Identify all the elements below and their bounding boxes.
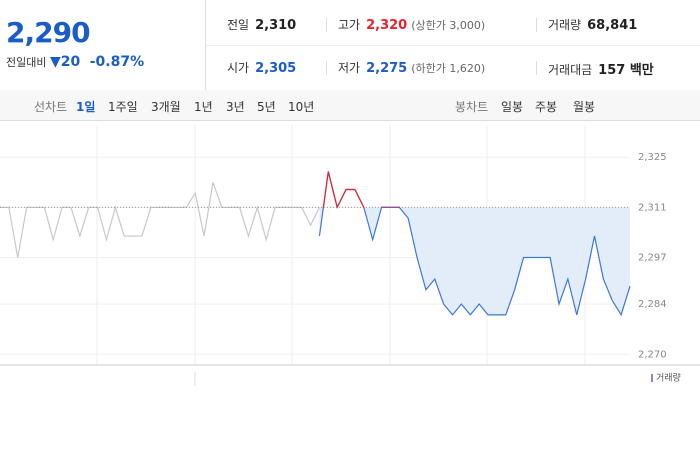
stat-value: 2,305 xyxy=(255,61,297,76)
separator xyxy=(326,18,327,32)
tab[interactable]: 1일 xyxy=(76,100,96,114)
separator xyxy=(326,61,327,75)
y-tick-label: 2,311 xyxy=(638,202,667,213)
tab[interactable]: 주봉 xyxy=(535,100,558,114)
price-line xyxy=(318,171,631,317)
price-line xyxy=(0,182,320,258)
quote-header: 2,290 전일대비 ▼20 -0.87% 전일 2,310 고가 2,320 (상한… xyxy=(0,0,700,91)
legend-label: 거래량 xyxy=(656,372,681,384)
stat-label: 전일 xyxy=(227,18,250,32)
tab-group-label: 선차트 xyxy=(34,100,68,114)
tab[interactable]: 10년 xyxy=(288,100,315,114)
area-fill xyxy=(319,207,630,315)
stat-note: (하한가 1,620) xyxy=(411,62,486,75)
stat-label: 거래량 xyxy=(548,18,582,32)
tab[interactable]: 3개월 xyxy=(151,100,181,114)
stat-value: 2,320 xyxy=(366,18,408,33)
y-tick-label: 2,297 xyxy=(638,253,667,264)
separator xyxy=(536,18,537,32)
separator xyxy=(536,61,537,75)
legend-swatch xyxy=(651,374,653,382)
stat: 거래량 68,841 xyxy=(548,16,637,33)
change-rate: -0.87% xyxy=(89,54,145,70)
tab[interactable]: 3년 xyxy=(226,100,245,114)
tab[interactable]: 1년 xyxy=(194,100,213,114)
stat-value: 68,841 xyxy=(587,18,638,33)
tab-group-label: 봉차트 xyxy=(455,100,489,114)
stat-label: 저가 xyxy=(338,61,361,75)
stat-value: 2,275 xyxy=(366,61,408,76)
stat-label: 시가 xyxy=(227,61,250,75)
period-tabs: 선차트 봉차트 1일 1주일 3개월 1년 3년 5년 10년 일봉 주봉 월봉 xyxy=(0,90,700,121)
stat: 저가 2,275 (하한가 1,620) xyxy=(338,59,485,76)
stat: 시가 2,305 xyxy=(227,59,296,76)
change-value: ▼20 xyxy=(49,54,81,70)
change-label: 전일대비 xyxy=(6,56,47,69)
stat-note: (상한가 3,000) xyxy=(411,19,486,32)
change: 전일대비 ▼20 -0.87% xyxy=(6,54,144,70)
stat: 전일 2,310 xyxy=(227,16,296,33)
tab[interactable]: 일봉 xyxy=(501,100,524,114)
y-tick-label: 2,270 xyxy=(638,349,667,360)
price: 2,290 xyxy=(6,16,91,49)
stat-value: 2,310 xyxy=(255,18,297,33)
stat: 거래대금 157 백만 xyxy=(548,59,654,78)
price-box: 2,290 전일대비 ▼20 -0.87% xyxy=(0,0,206,90)
change-amount: 20 xyxy=(60,54,81,70)
stat-value: 157 백만 xyxy=(598,63,654,78)
row-divider xyxy=(206,45,700,46)
stat-label: 거래대금 xyxy=(548,63,593,77)
stat-label: 고가 xyxy=(338,18,361,32)
tab[interactable]: 월봉 xyxy=(573,100,596,114)
tab[interactable]: 5년 xyxy=(257,100,276,114)
y-tick-label: 2,284 xyxy=(638,299,667,310)
tab[interactable]: 1주일 xyxy=(108,100,138,114)
y-tick-label: 2,325 xyxy=(638,152,667,163)
stat: 고가 2,320 (상한가 3,000) xyxy=(338,16,485,33)
